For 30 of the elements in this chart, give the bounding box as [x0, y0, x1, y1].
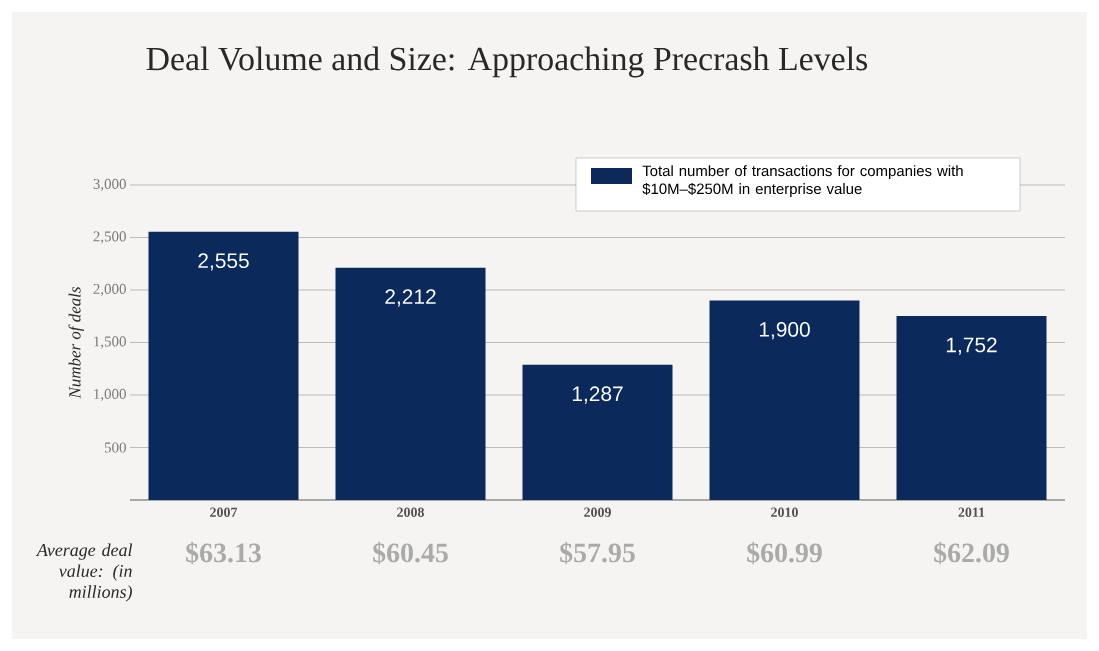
- x-tick-label: 2008: [397, 507, 424, 517]
- bar: [709, 300, 860, 500]
- text: $60.45: [373, 541, 448, 565]
- text: $63.13: [186, 541, 261, 565]
- text: Average deal value: (in millions): [35, 543, 133, 602]
- x-tick-label: 2010: [771, 507, 798, 517]
- data-label: 2,555: [198, 253, 249, 271]
- y-tick-label: 2,500: [93, 231, 126, 244]
- legend-label: Total number of transactions for companies with $10M–$250M in enterprise value: [642, 165, 963, 198]
- y-axis-title: Number of deals: [68, 287, 85, 399]
- chart-title: Deal Volume and Size: Approaching Precrash Levels: [146, 46, 868, 78]
- data-label: 1,752: [946, 337, 997, 355]
- x-tick-label: 2007: [210, 507, 238, 517]
- x-tick-label: 2009: [584, 507, 611, 517]
- text: $60.99: [747, 541, 822, 565]
- y-tick-label: 2,000: [93, 283, 126, 297]
- text: $57.95: [560, 541, 635, 565]
- x-tick-label: 2011: [958, 507, 985, 517]
- text: $62.09: [934, 541, 1009, 565]
- bar: [896, 316, 1047, 500]
- y-tick-label: 1,500: [94, 336, 126, 349]
- bar: [148, 231, 299, 500]
- data-label: 1,900: [759, 322, 810, 340]
- data-label: 1,287: [572, 386, 623, 404]
- bar: [335, 267, 486, 500]
- y-tick-label: 3,000: [93, 178, 126, 192]
- bar: [522, 364, 673, 500]
- y-tick-label: 500: [104, 442, 126, 453]
- y-tick-label: 1,000: [94, 388, 126, 402]
- data-label: 2,212: [385, 289, 436, 307]
